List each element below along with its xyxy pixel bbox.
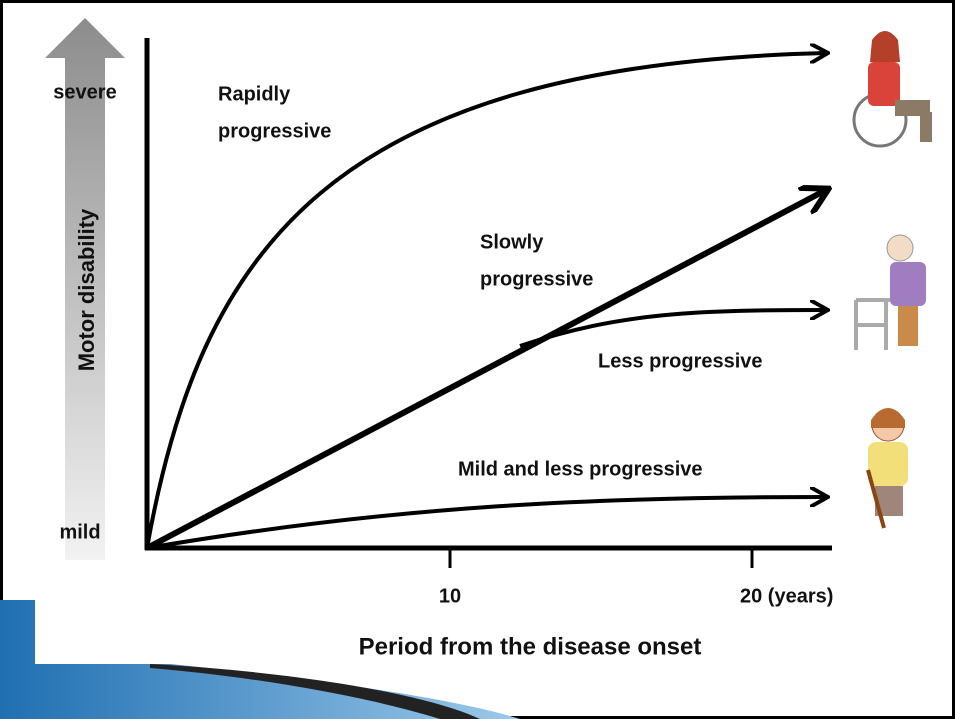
curve-label: Less progressive [598, 350, 763, 372]
x-tick-label: 10 [439, 585, 461, 607]
mild-label: mild [59, 521, 100, 543]
slide: severe mild Motor disability 10 20 (year… [0, 0, 955, 719]
x-axis-title: Period from the disease onset [359, 633, 702, 660]
curve-label: Mild and less progressive [458, 458, 703, 480]
severe-label: severe [53, 81, 116, 103]
x-tick-label: 20 (years) [740, 585, 833, 607]
curve-label: progressive [218, 120, 331, 142]
curve-label: Slowly [480, 231, 544, 253]
curve-label: Rapidly [218, 83, 291, 105]
y-axis-title: Motor disability [74, 208, 99, 371]
curve-label: progressive [480, 268, 593, 290]
